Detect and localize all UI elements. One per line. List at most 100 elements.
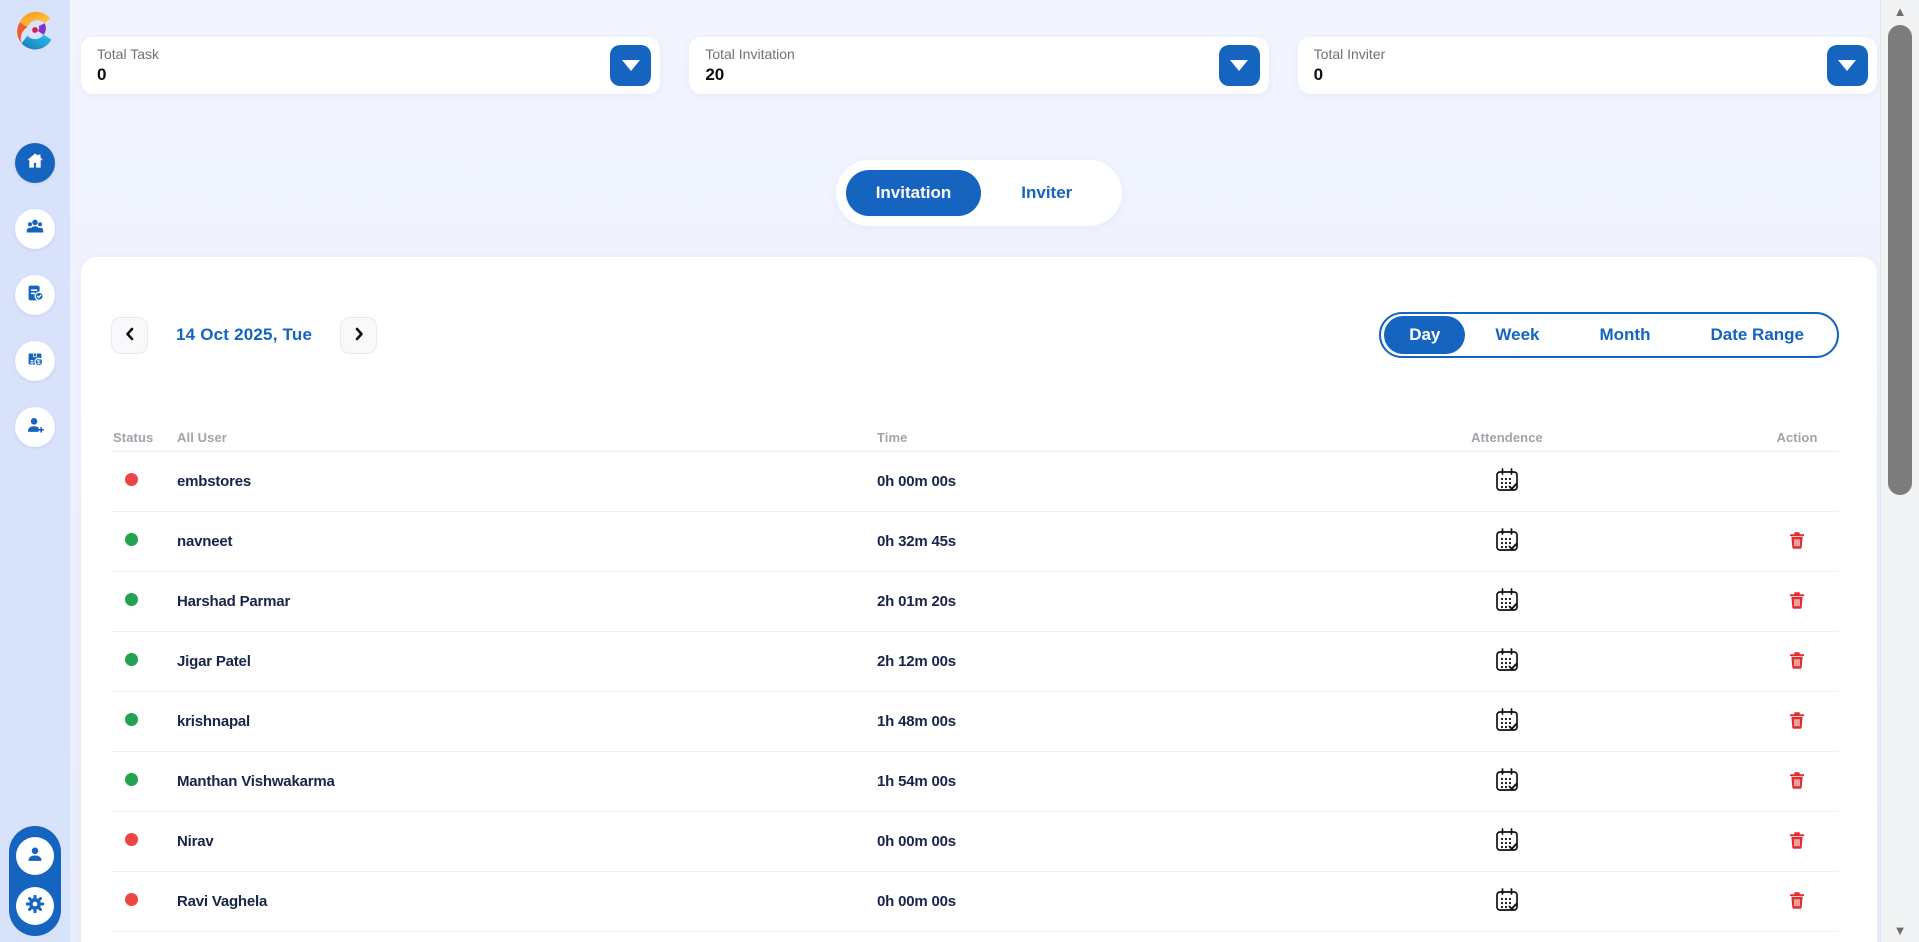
- tab-inviter[interactable]: Inviter: [981, 170, 1112, 216]
- table-body: embstores 0h 00m 00s: [111, 452, 1839, 932]
- stat-card-total-task: Total Task 0: [81, 37, 661, 94]
- time-value: 0h 32m 45s: [877, 533, 956, 550]
- table-row: Manthan Vishwakarma 1h 54m 00s: [111, 752, 1839, 812]
- svg-text:$: $: [37, 359, 41, 366]
- scrollbar-thumb[interactable]: [1888, 25, 1912, 495]
- add-user-icon: [24, 414, 46, 441]
- trash-icon: [1787, 590, 1807, 613]
- sidebar-item-home[interactable]: [15, 143, 55, 183]
- total-task-dropdown-button[interactable]: [610, 45, 652, 86]
- scrollbar-down-arrow[interactable]: ▼: [1893, 923, 1907, 938]
- sidebar: $: [0, 0, 70, 942]
- user-name: embstores: [177, 473, 252, 490]
- current-date-label: 14 Oct 2025, Tue: [176, 325, 313, 344]
- sidebar-item-profile[interactable]: [16, 837, 54, 875]
- delete-button[interactable]: [1787, 710, 1807, 733]
- trash-icon: [1787, 770, 1807, 793]
- attendance-calendar-button[interactable]: [1493, 526, 1521, 557]
- previous-day-button[interactable]: [111, 316, 148, 354]
- user-name: krishnapal: [177, 713, 251, 730]
- sidebar-item-product[interactable]: $: [15, 341, 55, 381]
- attendance-calendar-button[interactable]: [1493, 886, 1521, 917]
- stat-value: 0: [97, 64, 107, 84]
- trash-icon: [1787, 530, 1807, 553]
- attendance-calendar-button[interactable]: [1493, 466, 1521, 497]
- header-action: Action: [1776, 430, 1818, 445]
- attendance-calendar-button[interactable]: [1493, 766, 1521, 797]
- delete-button[interactable]: [1787, 590, 1807, 613]
- invitation-inviter-toggle: Invitation Inviter: [835, 160, 1123, 226]
- user-name: Manthan Vishwakarma: [177, 773, 335, 790]
- stats-row: Total Task 0 Total Invitation 20 Total: [81, 37, 1877, 94]
- next-day-button[interactable]: [340, 316, 378, 354]
- sidebar-item-add-user[interactable]: [15, 407, 55, 447]
- table-header: Status All User Time Attendence Action: [111, 424, 1839, 452]
- time-value: 1h 48m 00s: [877, 713, 956, 730]
- delete-button[interactable]: [1787, 830, 1807, 853]
- time-value: 2h 12m 00s: [877, 653, 956, 670]
- tab-month[interactable]: Month: [1569, 316, 1680, 354]
- user-name: navneet: [177, 533, 233, 550]
- stat-card-total-invitation: Total Invitation 20: [689, 37, 1269, 94]
- user-name: Nirav: [177, 833, 214, 850]
- delete-button[interactable]: [1787, 530, 1807, 553]
- total-inviter-dropdown-button[interactable]: [1826, 45, 1868, 86]
- total-invitation-dropdown-button[interactable]: [1218, 45, 1260, 86]
- chevron-left-icon: [123, 327, 137, 344]
- sidebar-item-settings[interactable]: [16, 887, 54, 925]
- calendar-check-icon: [1493, 826, 1521, 857]
- team-icon: [24, 216, 46, 243]
- tab-week[interactable]: Week: [1465, 316, 1569, 354]
- delete-button[interactable]: [1787, 770, 1807, 793]
- status-dot: [125, 652, 138, 666]
- sidebar-item-team[interactable]: [15, 209, 55, 249]
- calendar-check-icon: [1493, 646, 1521, 677]
- tab-date-range[interactable]: Date Range: [1680, 316, 1834, 354]
- time-value: 1h 54m 00s: [877, 773, 956, 790]
- attendance-calendar-button[interactable]: [1493, 826, 1521, 857]
- calendar-check-icon: [1493, 466, 1521, 497]
- table-row: embstores 0h 00m 00s: [111, 452, 1839, 512]
- stat-value: 20: [705, 64, 725, 84]
- main-content: Total Task 0 Total Invitation 20 Total: [70, 0, 1919, 942]
- status-dot: [125, 592, 138, 606]
- stat-card-total-inviter: Total Inviter 0: [1297, 37, 1877, 94]
- profile-icon: [24, 843, 46, 870]
- user-name: Harshad Parmar: [177, 593, 291, 610]
- calendar-check-icon: [1493, 586, 1521, 617]
- vertical-scrollbar[interactable]: ▲ ▼: [1880, 0, 1919, 942]
- settings-gear-icon: [24, 893, 46, 920]
- chevron-right-icon: [352, 327, 366, 344]
- attendance-calendar-button[interactable]: [1493, 646, 1521, 677]
- attendance-calendar-button[interactable]: [1493, 586, 1521, 617]
- time-value: 0h 00m 00s: [877, 833, 956, 850]
- sidebar-item-report[interactable]: [15, 275, 55, 315]
- tab-day[interactable]: Day: [1384, 316, 1466, 354]
- brand-logo[interactable]: [12, 7, 58, 53]
- user-name: Ravi Vaghela: [177, 893, 268, 910]
- status-dot: [125, 892, 138, 906]
- caret-down-icon: [1838, 60, 1857, 71]
- trash-icon: [1787, 830, 1807, 853]
- table-row: Nirav 0h 00m 00s: [111, 812, 1839, 872]
- attendance-calendar-button[interactable]: [1493, 706, 1521, 737]
- tab-invitation[interactable]: Invitation: [845, 170, 982, 216]
- delete-button[interactable]: [1787, 650, 1807, 673]
- time-value: 2h 01m 20s: [877, 593, 956, 610]
- caret-down-icon: [621, 60, 640, 71]
- calendar-check-icon: [1493, 766, 1521, 797]
- status-dot: [125, 712, 138, 726]
- table-row: Harshad Parmar 2h 01m 20s: [111, 572, 1839, 632]
- sidebar-nav: $: [15, 143, 55, 447]
- status-dot: [125, 772, 138, 786]
- scrollbar-up-arrow[interactable]: ▲: [1893, 4, 1907, 19]
- header-all-user: All User: [177, 430, 227, 445]
- time-value: 0h 00m 00s: [877, 893, 956, 910]
- table-row: navneet 0h 32m 45s: [111, 512, 1839, 572]
- status-dot: [125, 832, 138, 846]
- user-name: Jigar Patel: [177, 653, 251, 670]
- trash-icon: [1787, 710, 1807, 733]
- delete-button[interactable]: [1787, 890, 1807, 913]
- home-icon: [24, 150, 46, 177]
- table-row: Ravi Vaghela 0h 00m 00s: [111, 872, 1839, 932]
